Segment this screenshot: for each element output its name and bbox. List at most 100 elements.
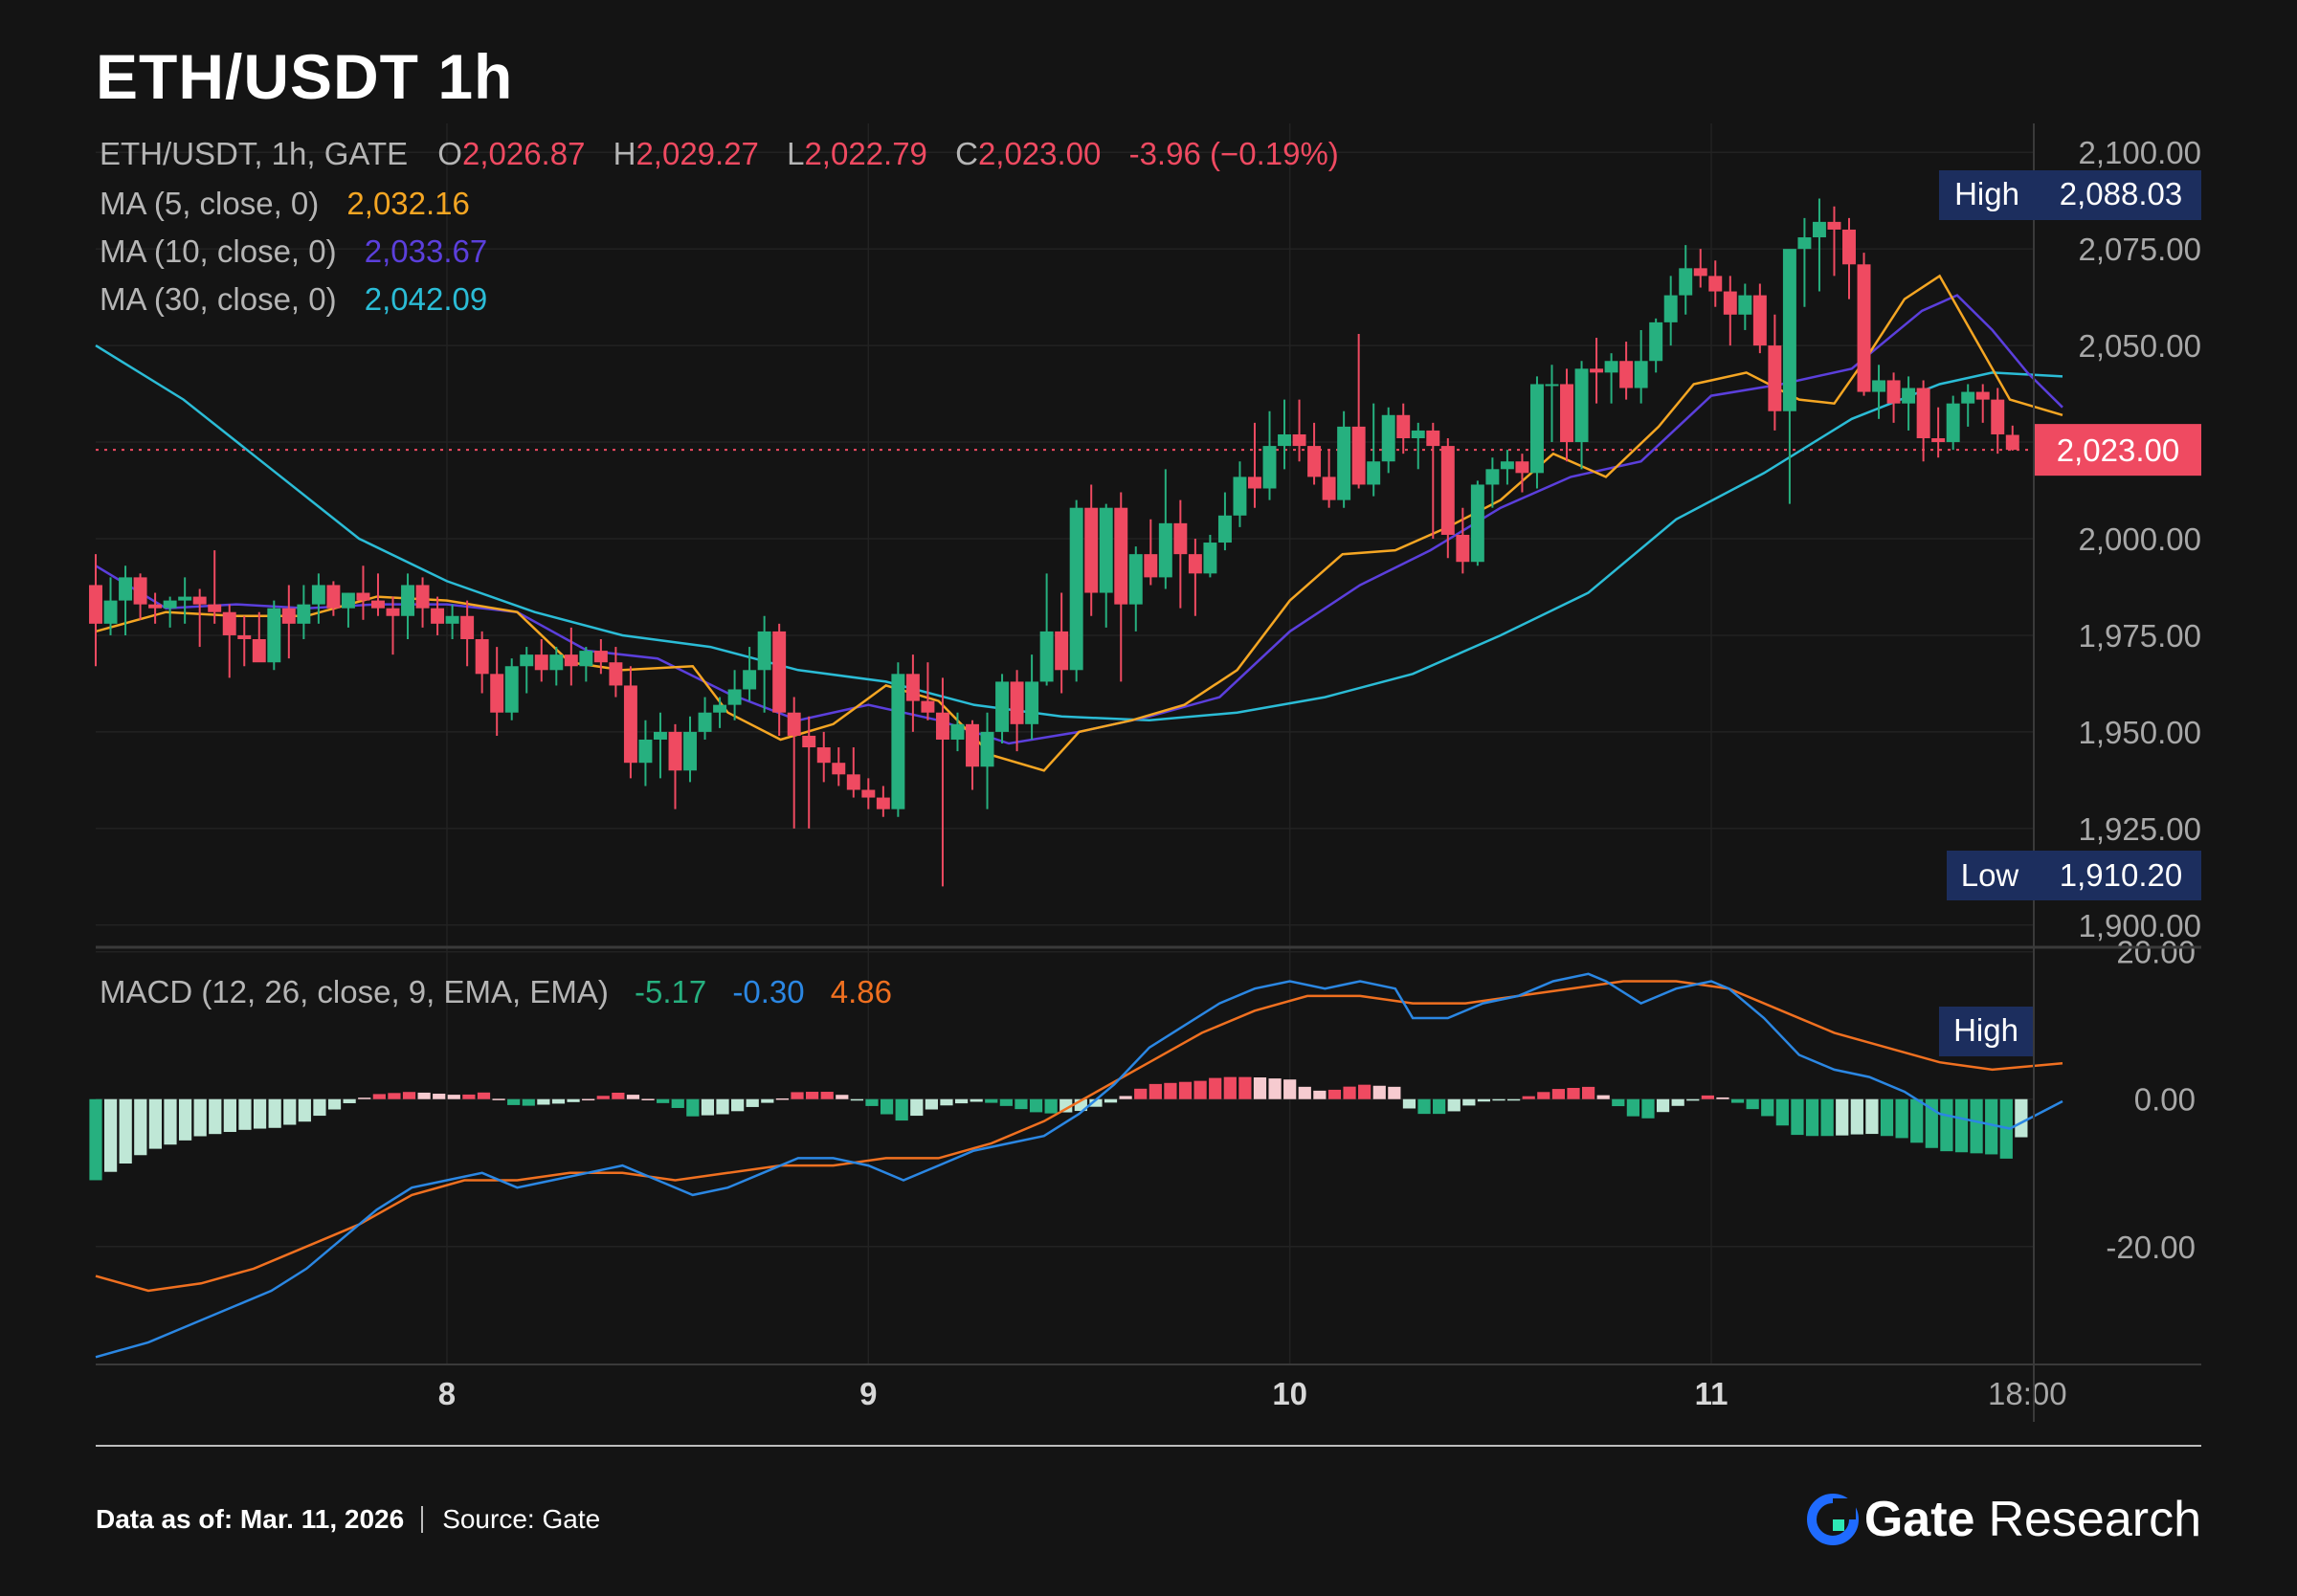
- candle-body: [787, 712, 801, 736]
- candle-body: [1842, 229, 1856, 265]
- histogram-bar: [1612, 1098, 1625, 1107]
- candle-body: [281, 608, 296, 624]
- histogram-bar: [1880, 1098, 1894, 1137]
- histogram-bar: [1820, 1098, 1834, 1137]
- candle-body: [549, 654, 564, 671]
- legend-c-value: 2,023.00: [978, 136, 1101, 171]
- ma30-line: [95, 344, 2063, 722]
- candle-body: [103, 600, 118, 624]
- histogram-bar: [1402, 1098, 1416, 1109]
- histogram-bar: [551, 1098, 566, 1104]
- histogram-bar: [1492, 1098, 1505, 1101]
- candle-body: [816, 747, 831, 764]
- histogram-bar: [1805, 1098, 1819, 1137]
- candle-body: [772, 631, 787, 713]
- candle-body: [1782, 249, 1796, 411]
- histogram-bar: [1954, 1098, 1969, 1153]
- candle-body: [490, 674, 504, 713]
- price-tick-label: 2,000.00: [2079, 521, 2201, 557]
- low-badge: [1947, 851, 2201, 900]
- candle-body: [623, 685, 637, 764]
- histogram-bar: [1388, 1086, 1401, 1099]
- histogram-bar: [940, 1098, 953, 1106]
- candle-body: [1961, 391, 1975, 404]
- histogram-bar: [806, 1092, 819, 1099]
- time-tick-label: 9: [859, 1376, 877, 1411]
- price-badges: High 2,088.03 Low 1,910.20 2,023.00 High: [1939, 170, 2201, 1056]
- histogram-bar: [1836, 1098, 1849, 1136]
- candle-body: [1114, 507, 1128, 605]
- candle-body: [1099, 507, 1113, 593]
- candle-body: [1010, 681, 1024, 724]
- gate-logo-icon: [1806, 1494, 1859, 1545]
- candle-body: [638, 739, 653, 764]
- histogram-bar: [850, 1098, 864, 1101]
- histogram-bar: [626, 1095, 640, 1099]
- candle-body: [802, 735, 816, 748]
- candle-body: [609, 662, 623, 686]
- histogram-bar: [1730, 1098, 1745, 1103]
- histogram-bar: [954, 1098, 969, 1104]
- histogram-bar: [148, 1098, 162, 1149]
- axes: 1,900.00 1,925.00 1,950.00 1,975.00 2,000.00…: [96, 123, 2201, 1422]
- histogram-bar: [1447, 1098, 1461, 1112]
- histogram-bar: [417, 1092, 431, 1099]
- candle-body: [341, 592, 355, 609]
- candle-body: [653, 731, 667, 740]
- candle-body: [89, 585, 102, 624]
- histogram-bar: [925, 1098, 938, 1110]
- price-tick-label: 1,975.00: [2079, 618, 2201, 654]
- candle-body: [133, 577, 147, 605]
- histogram-bar: [1701, 1095, 1714, 1099]
- histogram-bar: [1417, 1098, 1431, 1115]
- histogram-bar: [716, 1098, 729, 1115]
- histogram-bar: [283, 1098, 297, 1125]
- candle-body: [683, 731, 697, 771]
- histogram-bar: [1283, 1079, 1297, 1099]
- brand-gate: Gate: [1863, 1492, 1975, 1547]
- candle-body: [1128, 554, 1143, 605]
- candle-body: [520, 654, 534, 667]
- candle-body: [504, 666, 519, 713]
- low-badge-label: Low: [1961, 857, 2019, 893]
- candle-body: [2005, 434, 2019, 451]
- ma5-line: [95, 274, 2063, 772]
- candle-body: [1337, 426, 1351, 500]
- chart-canvas[interactable]: 1,900.00 1,925.00 1,950.00 1,975.00 2,000.00…: [0, 0, 2297, 1435]
- macd-high-badge-label: High: [1953, 1012, 2018, 1048]
- candle-body: [1812, 221, 1826, 238]
- candle-body: [1515, 461, 1529, 474]
- histogram-bar: [1716, 1097, 1729, 1099]
- histogram-bar: [880, 1098, 894, 1115]
- candlesticks: [89, 198, 2019, 887]
- histogram-bar: [761, 1098, 774, 1103]
- source-value: Gate: [542, 1504, 601, 1534]
- candle-body: [1367, 461, 1381, 485]
- legend-o-value: 2,026.87: [462, 136, 585, 171]
- candle-body: [1946, 403, 1960, 443]
- histogram-bar: [462, 1094, 476, 1099]
- candle-body: [1827, 221, 1841, 230]
- candle-body: [743, 670, 757, 690]
- gate-research-logo: Gate Research: [1806, 1491, 2201, 1548]
- time-tick-label: 10: [1272, 1376, 1307, 1411]
- candle-body: [297, 604, 311, 624]
- histogram-bar: [209, 1098, 222, 1135]
- legend-macd-label: MACD (12, 26, close, 9, EMA, EMA): [100, 974, 609, 1009]
- candle-body: [1902, 388, 1916, 404]
- price-tick-label: 2,075.00: [2079, 232, 2201, 267]
- histogram-bar: [1522, 1096, 1535, 1099]
- candle-body: [1084, 507, 1099, 593]
- candle-body: [713, 704, 727, 713]
- candle-body: [1529, 384, 1544, 474]
- candle-body: [1590, 368, 1604, 373]
- legend-c-label: C: [955, 136, 978, 171]
- candle-body: [876, 797, 890, 809]
- candle-body: [1649, 321, 1663, 362]
- candle-body: [1233, 477, 1247, 516]
- candle-body: [1411, 430, 1425, 439]
- candle-body: [1173, 522, 1188, 555]
- legend-ma30-value: 2,042.09: [365, 281, 487, 317]
- histogram-bar: [612, 1092, 625, 1099]
- candle-body: [668, 731, 682, 771]
